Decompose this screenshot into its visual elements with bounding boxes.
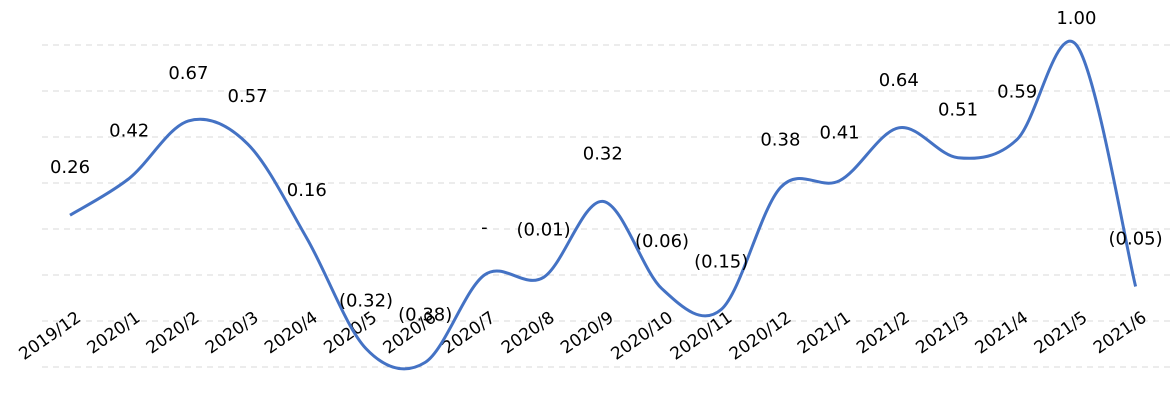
data-label: 0.64	[879, 70, 919, 91]
data-label: -	[481, 217, 488, 238]
x-tick-label: 2021/5	[1031, 308, 1091, 359]
data-label: (0.32)	[339, 291, 393, 312]
data-label: 1.00	[1056, 8, 1096, 29]
x-tick-label: 2020/2	[143, 308, 203, 359]
data-label: (0.06)	[635, 231, 689, 252]
x-tick-label: 2021/4	[972, 308, 1032, 359]
data-label: 0.51	[938, 100, 978, 121]
data-label: 0.57	[228, 86, 268, 107]
x-tick-label: 2021/3	[912, 308, 972, 359]
data-label: 0.67	[168, 63, 208, 84]
x-tick-label: 2020/10	[608, 308, 677, 365]
data-label: 0.42	[109, 120, 149, 141]
x-tick-label: 2020/12	[726, 308, 795, 365]
x-tick-label: 2020/3	[202, 308, 262, 359]
data-label: 0.41	[820, 123, 860, 144]
data-label: 0.16	[287, 180, 327, 201]
data-label: 0.59	[997, 81, 1037, 102]
data-label: 0.38	[760, 130, 800, 151]
x-tick-label: 2019/12	[16, 308, 85, 365]
x-tick-label: 2020/4	[261, 308, 321, 359]
data-label: (0.01)	[517, 219, 571, 240]
data-label: (0.38)	[398, 304, 452, 325]
data-label: (0.15)	[694, 252, 748, 273]
x-tick-label: 2021/1	[794, 308, 854, 359]
data-label: 0.32	[583, 143, 623, 164]
x-tick-label: 2020/1	[84, 308, 144, 359]
x-tick-label: 2020/8	[498, 308, 558, 359]
x-tick-label: 2021/6	[1090, 308, 1150, 359]
x-tick-label: 2021/2	[853, 308, 913, 359]
line	[69, 39, 1138, 371]
data-label: (0.05)	[1109, 229, 1163, 250]
data-label: 0.26	[50, 157, 90, 178]
x-tick-label: 2020/5	[320, 308, 380, 359]
